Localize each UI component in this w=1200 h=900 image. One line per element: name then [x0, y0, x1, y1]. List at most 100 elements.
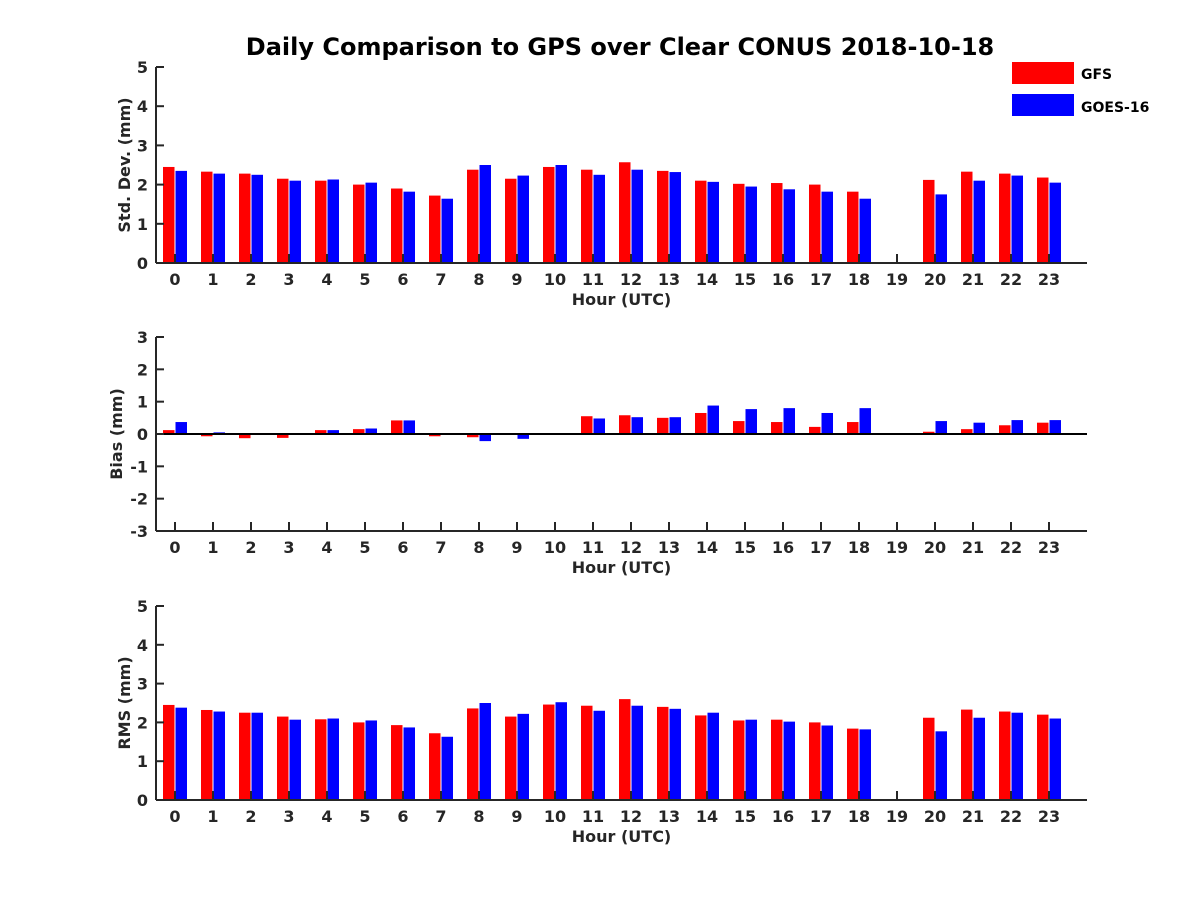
bar-rms-goes16-hour-5 [365, 720, 377, 800]
bar-std-goes16-hour-8 [479, 165, 491, 263]
x-tick-label-std-2: 2 [245, 270, 256, 289]
x-tick-label-std-4: 4 [321, 270, 332, 289]
x-tick-label-rms-12: 12 [620, 807, 642, 826]
bar-bias-goes16-hour-15 [745, 409, 757, 434]
x-tick-label-std-18: 18 [848, 270, 870, 289]
bar-std-goes16-hour-23 [1049, 182, 1061, 263]
bar-std-goes16-hour-13 [669, 172, 681, 263]
x-tick-label-bias-19: 19 [886, 538, 908, 557]
bar-rms-goes16-hour-10 [555, 702, 567, 800]
x-tick-label-std-10: 10 [544, 270, 566, 289]
bar-rms-goes16-hour-9 [517, 713, 529, 800]
x-tick-label-bias-11: 11 [582, 538, 604, 557]
x-tick-label-rms-11: 11 [582, 807, 604, 826]
x-tick-label-std-1: 1 [207, 270, 218, 289]
bar-std-goes16-hour-7 [441, 198, 453, 263]
bar-bias-goes16-hour-9 [517, 434, 529, 439]
bar-std-goes16-hour-20 [935, 194, 947, 263]
bar-bias-goes16-hour-14 [707, 405, 719, 434]
x-tick-label-bias-5: 5 [359, 538, 370, 557]
x-tick-label-std-21: 21 [962, 270, 984, 289]
x-tick-label-bias-8: 8 [473, 538, 484, 557]
y-tick-label-bias-2: 2 [137, 360, 148, 379]
y-tick-label-rms-2: 2 [137, 713, 148, 732]
bar-std-gfs-hour-20 [923, 179, 935, 263]
bar-rms-goes16-hour-16 [783, 721, 795, 800]
bar-bias-goes16-hour-20 [935, 421, 947, 434]
x-axis-label-std: Hour (UTC) [572, 290, 672, 309]
x-axis-label-bias: Hour (UTC) [572, 558, 672, 577]
x-tick-label-std-15: 15 [734, 270, 756, 289]
bar-bias-goes16-hour-23 [1049, 420, 1061, 434]
bar-bias-gfs-hour-1 [201, 434, 213, 437]
legend-label-goes16: GOES-16 [1081, 100, 1149, 116]
bar-bias-gfs-hour-3 [277, 434, 289, 438]
bar-std-goes16-hour-10 [555, 165, 567, 263]
x-tick-label-std-5: 5 [359, 270, 370, 289]
x-tick-label-rms-6: 6 [397, 807, 408, 826]
bar-std-goes16-hour-14 [707, 181, 719, 263]
bar-rms-goes16-hour-1 [213, 711, 225, 800]
bar-std-gfs-hour-3 [277, 178, 289, 263]
x-tick-label-rms-4: 4 [321, 807, 332, 826]
bar-std-gfs-hour-13 [657, 170, 669, 263]
x-tick-label-rms-13: 13 [658, 807, 680, 826]
bar-rms-gfs-hour-13 [657, 706, 669, 800]
bar-bias-gfs-hour-2 [239, 434, 251, 439]
bar-std-gfs-hour-8 [467, 169, 479, 263]
bar-std-gfs-hour-7 [429, 195, 441, 263]
x-tick-label-std-11: 11 [582, 270, 604, 289]
bar-rms-gfs-hour-9 [505, 716, 517, 800]
x-tick-label-std-13: 13 [658, 270, 680, 289]
x-tick-label-bias-22: 22 [1000, 538, 1022, 557]
x-tick-label-std-7: 7 [435, 270, 446, 289]
bar-bias-gfs-hour-11 [581, 416, 593, 434]
x-tick-label-std-9: 9 [511, 270, 522, 289]
x-tick-label-rms-1: 1 [207, 807, 218, 826]
x-tick-label-std-22: 22 [1000, 270, 1022, 289]
bar-bias-goes16-hour-17 [821, 412, 833, 434]
x-tick-label-std-23: 23 [1038, 270, 1060, 289]
bar-rms-goes16-hour-7 [441, 736, 453, 800]
x-tick-label-rms-15: 15 [734, 807, 756, 826]
bar-rms-goes16-hour-12 [631, 705, 643, 800]
bar-rms-goes16-hour-11 [593, 710, 605, 800]
bar-rms-goes16-hour-15 [745, 719, 757, 800]
y-axis-label-bias: Bias (mm) [107, 388, 126, 480]
bar-rms-goes16-hour-18 [859, 729, 871, 800]
bar-bias-goes16-hour-11 [593, 418, 605, 434]
y-tick-label-bias--3: -3 [130, 522, 148, 541]
bar-rms-gfs-hour-5 [353, 722, 365, 800]
x-tick-label-std-17: 17 [810, 270, 832, 289]
x-tick-label-rms-10: 10 [544, 807, 566, 826]
bar-bias-goes16-hour-22 [1011, 420, 1023, 434]
bar-rms-gfs-hour-12 [619, 699, 631, 800]
bar-std-goes16-hour-22 [1011, 175, 1023, 263]
x-tick-label-rms-9: 9 [511, 807, 522, 826]
bar-bias-gfs-hour-23 [1037, 422, 1049, 434]
bar-rms-gfs-hour-14 [695, 715, 707, 800]
x-tick-label-bias-4: 4 [321, 538, 332, 557]
x-tick-label-bias-16: 16 [772, 538, 794, 557]
x-tick-label-std-12: 12 [620, 270, 642, 289]
bar-bias-gfs-hour-14 [695, 412, 707, 434]
bar-std-gfs-hour-16 [771, 183, 783, 263]
legend-label-gfs: GFS [1081, 67, 1112, 83]
bar-std-gfs-hour-12 [619, 162, 631, 263]
bar-std-gfs-hour-2 [239, 173, 251, 263]
x-axis-label-rms: Hour (UTC) [572, 827, 672, 846]
chart-title: Daily Comparison to GPS over Clear CONUS… [246, 33, 994, 61]
bar-bias-goes16-hour-0 [175, 422, 187, 434]
bar-std-gfs-hour-14 [695, 180, 707, 263]
bar-std-goes16-hour-1 [213, 173, 225, 263]
legend: GFS GOES-16 [1012, 62, 1149, 116]
x-tick-label-bias-20: 20 [924, 538, 946, 557]
bar-rms-gfs-hour-8 [467, 708, 479, 800]
bar-std-gfs-hour-11 [581, 169, 593, 263]
bar-rms-gfs-hour-23 [1037, 714, 1049, 800]
y-tick-label-std-5: 5 [137, 58, 148, 77]
x-tick-label-bias-1: 1 [207, 538, 218, 557]
x-tick-label-rms-18: 18 [848, 807, 870, 826]
bar-std-gfs-hour-23 [1037, 177, 1049, 263]
bar-rms-goes16-hour-3 [289, 719, 301, 800]
